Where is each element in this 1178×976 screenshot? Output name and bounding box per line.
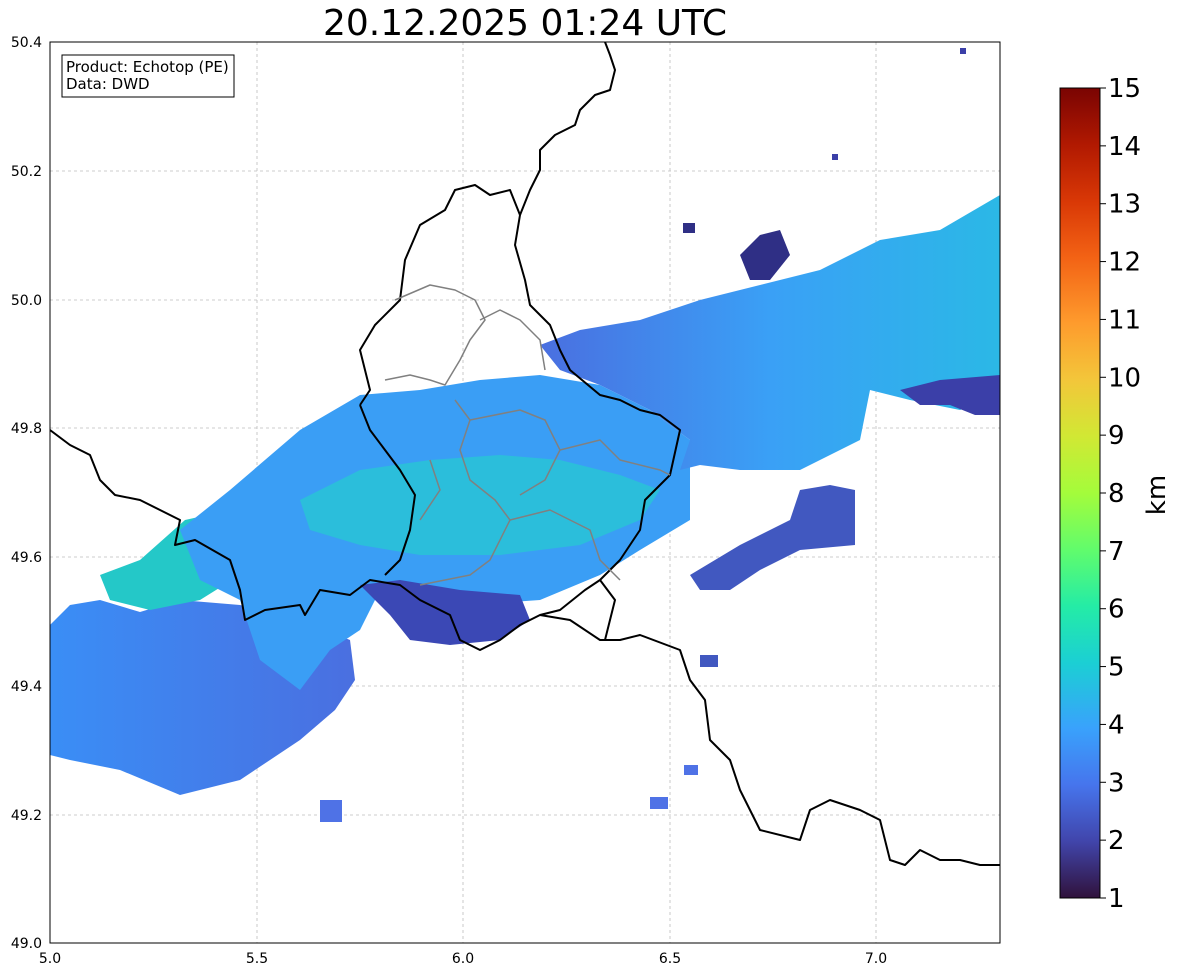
colorbar-tick-label: 8 <box>1108 479 1125 509</box>
x-axis-ticks: 5.0 5.5 6.0 6.5 7.0 <box>39 951 887 967</box>
border-germany-east <box>599 579 616 641</box>
y-tick-label: 50.2 <box>11 164 42 180</box>
colorbar-tick-label: 7 <box>1108 537 1125 567</box>
colorbar-tick-label: 15 <box>1108 74 1141 104</box>
colorbar-gradient <box>1059 87 1101 899</box>
colorbar-tick-label: 13 <box>1108 190 1141 220</box>
colorbar-tick-label: 11 <box>1108 305 1141 335</box>
x-tick-label: 6.0 <box>452 951 474 967</box>
info-product: Product: Echotop (PE) <box>66 58 229 76</box>
colorbar-label: km <box>1142 475 1172 515</box>
x-tick-label: 6.5 <box>659 951 681 967</box>
echotop-cell-east-central <box>690 485 855 590</box>
echotop-speck <box>832 154 838 160</box>
colorbar-tick-label: 10 <box>1108 363 1141 393</box>
plot-title: 20.12.2025 01:24 UTC <box>323 3 727 44</box>
echotop-speck <box>960 48 966 54</box>
colorbar-tick-label: 12 <box>1108 248 1141 278</box>
x-tick-label: 5.5 <box>246 951 268 967</box>
y-tick-label: 49.2 <box>11 808 42 824</box>
echotop-data-layer <box>50 48 1000 822</box>
region-borders <box>384 284 671 586</box>
colorbar-tick-label: 1 <box>1108 884 1125 914</box>
colorbar-tick-label: 4 <box>1108 710 1125 740</box>
border-west <box>50 429 1000 866</box>
echotop-speck <box>650 797 668 809</box>
echotop-speck <box>700 655 718 667</box>
colorbar-tick-label: 2 <box>1108 826 1125 856</box>
border-luxembourg <box>359 184 681 616</box>
y-axis-ticks: 49.0 49.2 49.4 49.6 49.8 50.0 50.2 50.4 <box>11 35 42 952</box>
y-tick-label: 49.4 <box>11 679 42 695</box>
plot-frame <box>49 41 1001 944</box>
info-box: Product: Echotop (PE) Data: DWD <box>61 54 235 98</box>
colorbar-tick-label: 14 <box>1108 132 1141 162</box>
colorbar-tick-label: 9 <box>1108 421 1125 451</box>
echotop-cell-northeast <box>540 195 1000 470</box>
colorbar-tick-label: 5 <box>1108 653 1125 683</box>
y-tick-label: 50.0 <box>11 293 42 309</box>
echotop-cell-northeast-tail <box>900 375 1000 415</box>
echotop-speck <box>684 765 698 775</box>
echotop-speck <box>683 223 695 233</box>
x-tick-label: 7.0 <box>865 951 887 967</box>
y-tick-label: 50.4 <box>11 35 42 51</box>
y-tick-label: 49.0 <box>11 936 42 952</box>
x-tick-label: 5.0 <box>39 951 61 967</box>
echotop-cell-central-core <box>300 455 660 555</box>
border-germany-north <box>519 42 616 216</box>
colorbar-tick-label: 6 <box>1108 595 1125 625</box>
country-borders <box>50 42 1000 866</box>
echotop-speck <box>320 800 342 822</box>
echotop-cell-northeast-top <box>740 230 790 280</box>
colorbar-tick-label: 3 <box>1108 768 1125 798</box>
y-tick-label: 49.6 <box>11 550 42 566</box>
y-tick-label: 49.8 <box>11 421 42 437</box>
info-data-source: Data: DWD <box>66 75 150 93</box>
